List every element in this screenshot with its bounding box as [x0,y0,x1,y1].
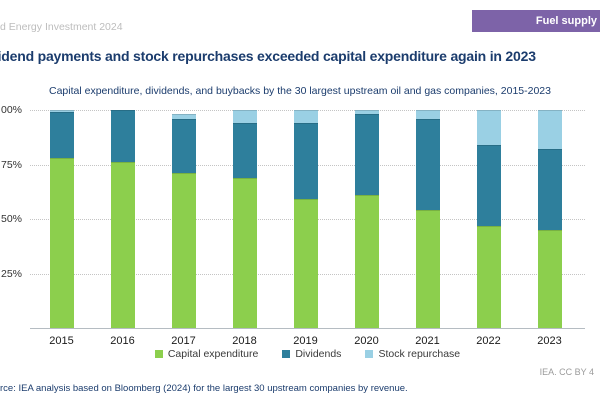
x-axis-label-2023: 2023 [537,335,562,347]
bar-segment-dividends-2015[interactable] [49,112,74,158]
bar-segment-stock-repurchase-2018[interactable] [232,110,257,124]
bar-segment-stock-repurchase-2021[interactable] [415,110,440,119]
x-axis-label-2015: 2015 [49,335,74,347]
bar-segment-stock-repurchase-2023[interactable] [537,110,562,150]
bar-segment-capital-expenditure-2020[interactable] [354,195,379,328]
x-axis-label-2017: 2017 [171,335,196,347]
x-axis-label-2018: 2018 [232,335,257,347]
bar-segment-stock-repurchase-2019[interactable] [293,110,318,124]
bar-segment-capital-expenditure-2018[interactable] [232,177,257,328]
bar-segment-capital-expenditure-2023[interactable] [537,229,562,328]
legend-swatch-icon [282,350,291,358]
x-axis-label-2019: 2019 [293,335,318,347]
legend-label: Stock repurchase [378,348,461,360]
y-axis-label-75: 75% [0,158,22,171]
bar-segment-dividends-2021[interactable] [415,118,440,211]
bar-segment-stock-repurchase-2020[interactable] [354,110,379,115]
legend-label: Capital expenditure [167,348,259,360]
y-axis-label-100: 00% [0,104,22,116]
fuel-supply-badge[interactable]: Fuel supply [472,10,600,32]
license-text: IEA. CC BY 4 [539,367,594,377]
legend-item-dividends[interactable]: Dividends [282,348,341,360]
bar-segment-dividends-2022[interactable] [476,144,501,226]
bar-segment-dividends-2016[interactable] [110,110,135,163]
bar-segment-capital-expenditure-2022[interactable] [476,225,501,328]
x-axis-line [30,328,585,329]
bar-segment-stock-repurchase-2017[interactable] [171,114,196,119]
bar-segment-capital-expenditure-2015[interactable] [49,157,74,328]
bar-segment-dividends-2017[interactable] [171,118,196,174]
chart-legend: Capital expenditure Dividends Stock repurc… [30,348,585,360]
y-axis-label-25: 25% [0,267,22,280]
y-axis-label-50: 50% [0,213,22,225]
bar-segment-stock-repurchase-2022[interactable] [476,110,501,145]
x-axis-label-2020: 2020 [354,335,379,347]
chart-subtitle: Capital expenditure, dividends, and buyb… [49,85,551,97]
bar-segment-capital-expenditure-2016[interactable] [110,162,135,328]
x-axis-label-2021: 2021 [415,335,440,347]
x-axis-label-2022: 2022 [476,335,501,347]
legend-label: Dividends [295,348,342,360]
legend-item-stock-repurchase[interactable]: Stock repurchase [365,348,460,360]
legend-swatch-icon [154,350,163,358]
x-axis-label-2016: 2016 [110,335,135,347]
bar-segment-capital-expenditure-2017[interactable] [171,173,196,328]
chart-title: vidend payments and stock repurchases ex… [0,48,536,64]
legend-item-capital-expenditure[interactable]: Capital expenditure [154,348,259,360]
bar-segment-dividends-2023[interactable] [537,149,562,230]
bar-segment-dividends-2019[interactable] [293,123,318,200]
bar-segment-capital-expenditure-2021[interactable] [415,210,440,328]
report-watermark: d Energy Investment 2024 [0,21,123,33]
legend-swatch-icon [365,350,374,358]
bar-segment-stock-repurchase-2015[interactable] [49,110,74,113]
bar-segment-capital-expenditure-2019[interactable] [293,199,318,328]
bar-segment-dividends-2018[interactable] [232,123,257,178]
bar-segment-dividends-2020[interactable] [354,114,379,196]
source-text: rce: IEA analysis based on Bloomberg (20… [0,383,408,394]
